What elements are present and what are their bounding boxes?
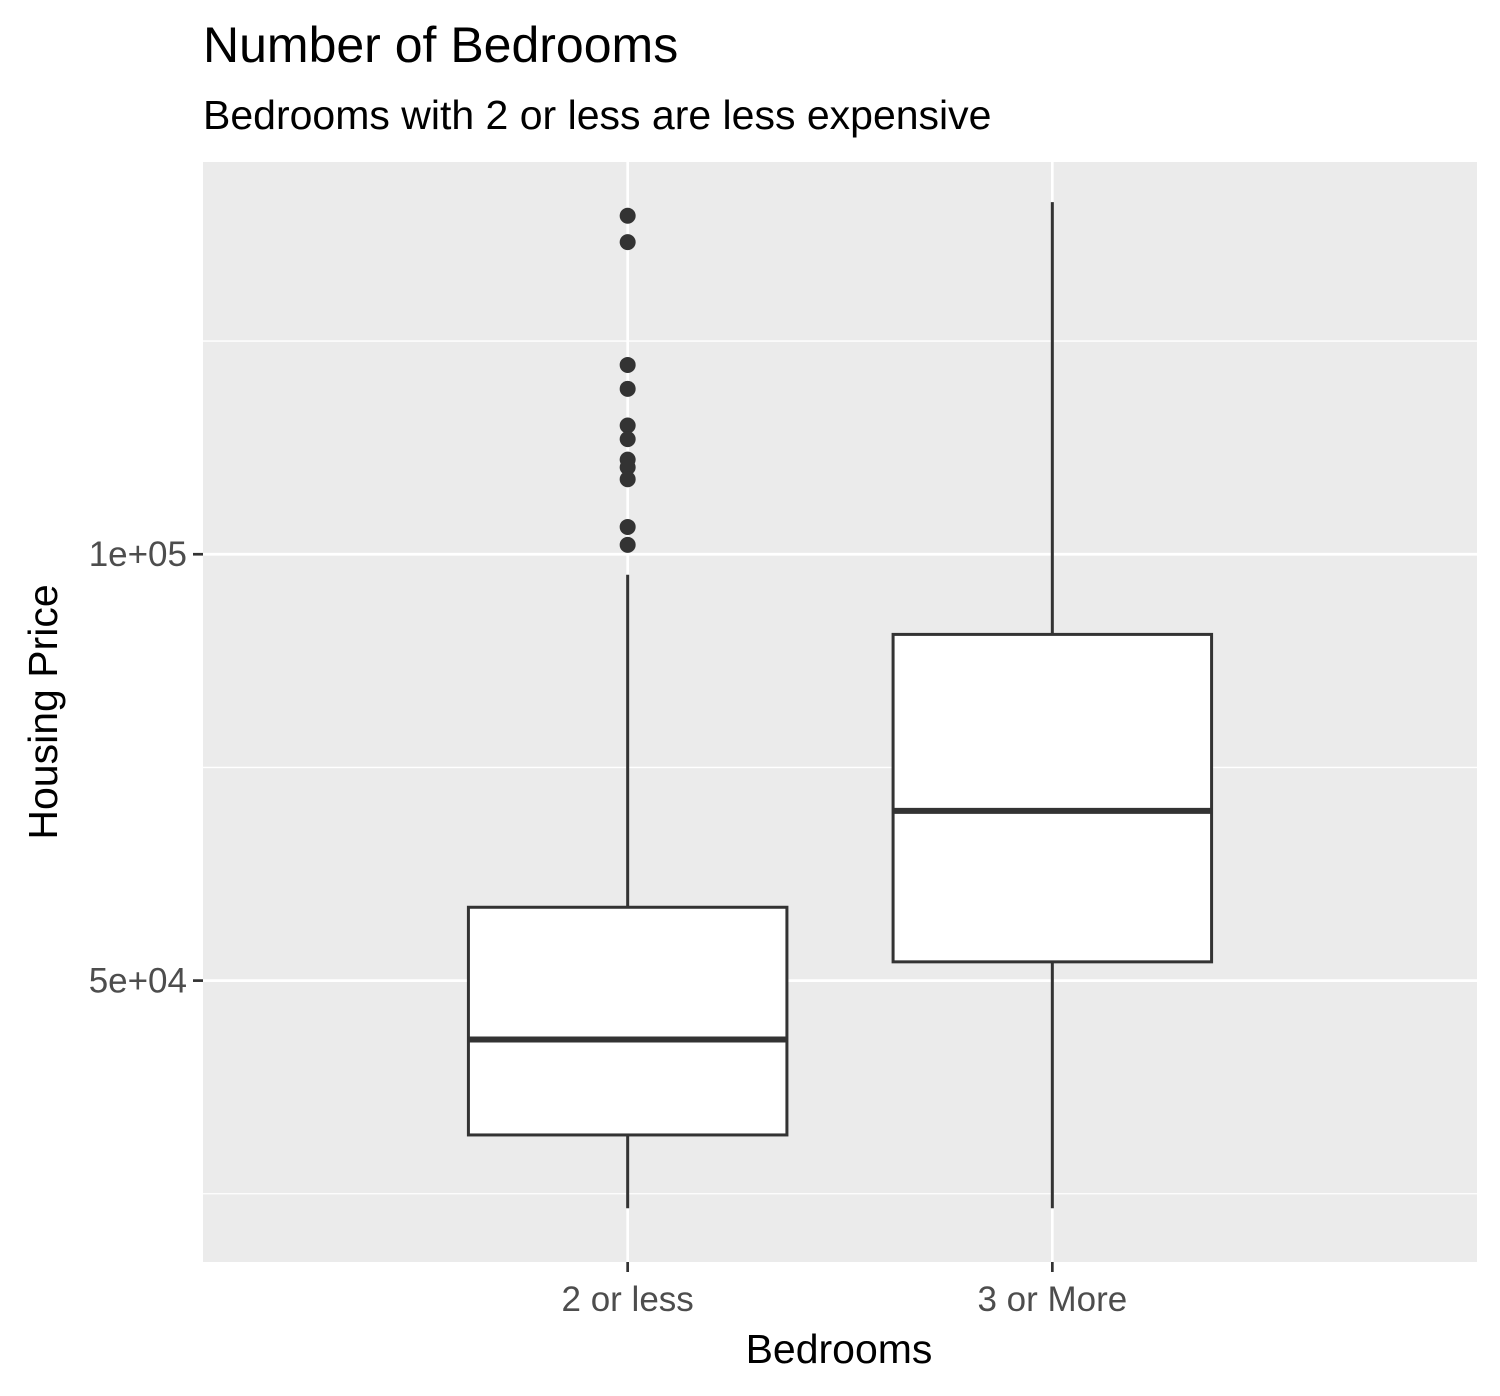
x-axis: 2 or less 3 or More xyxy=(562,1262,1127,1319)
x-tick-label: 2 or less xyxy=(562,1280,694,1319)
plot-panel xyxy=(203,162,1477,1262)
y-tick-label: 1e+05 xyxy=(89,535,187,574)
outlier-point xyxy=(619,234,636,251)
outlier-point xyxy=(619,207,636,224)
y-axis-title: Housing Price xyxy=(20,584,66,839)
box-two-or-less xyxy=(466,207,789,1209)
outlier-point xyxy=(619,380,636,397)
minor-gridlines xyxy=(203,340,1477,1195)
outlier-point xyxy=(619,459,636,476)
chart-subtitle: Bedrooms with 2 or less are less expensi… xyxy=(203,92,992,138)
outlier-point xyxy=(619,536,636,553)
chart-title: Number of Bedrooms xyxy=(203,17,679,73)
box-three-or-more xyxy=(891,202,1214,1209)
box-group xyxy=(466,202,1214,1209)
box-iqr xyxy=(891,632,1214,964)
x-axis-title: Bedrooms xyxy=(746,1326,933,1372)
box-iqr xyxy=(466,905,789,1137)
y-axis: 5e+04 1e+05 xyxy=(89,535,203,1001)
outlier-point xyxy=(619,417,636,434)
outlier-point xyxy=(619,518,636,535)
outlier-point xyxy=(619,356,636,373)
x-tick-label: 3 or More xyxy=(977,1280,1127,1319)
outlier-point xyxy=(619,471,636,488)
y-tick-label: 5e+04 xyxy=(89,962,187,1001)
outlier-point xyxy=(619,431,636,448)
